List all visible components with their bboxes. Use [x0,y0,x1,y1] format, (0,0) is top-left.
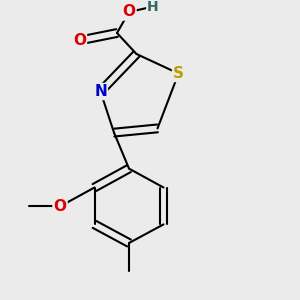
Text: O: O [73,33,86,48]
Text: S: S [173,66,184,81]
Text: N: N [94,84,107,99]
Text: H: H [147,0,159,14]
Text: O: O [122,4,136,20]
Text: O: O [53,199,67,214]
